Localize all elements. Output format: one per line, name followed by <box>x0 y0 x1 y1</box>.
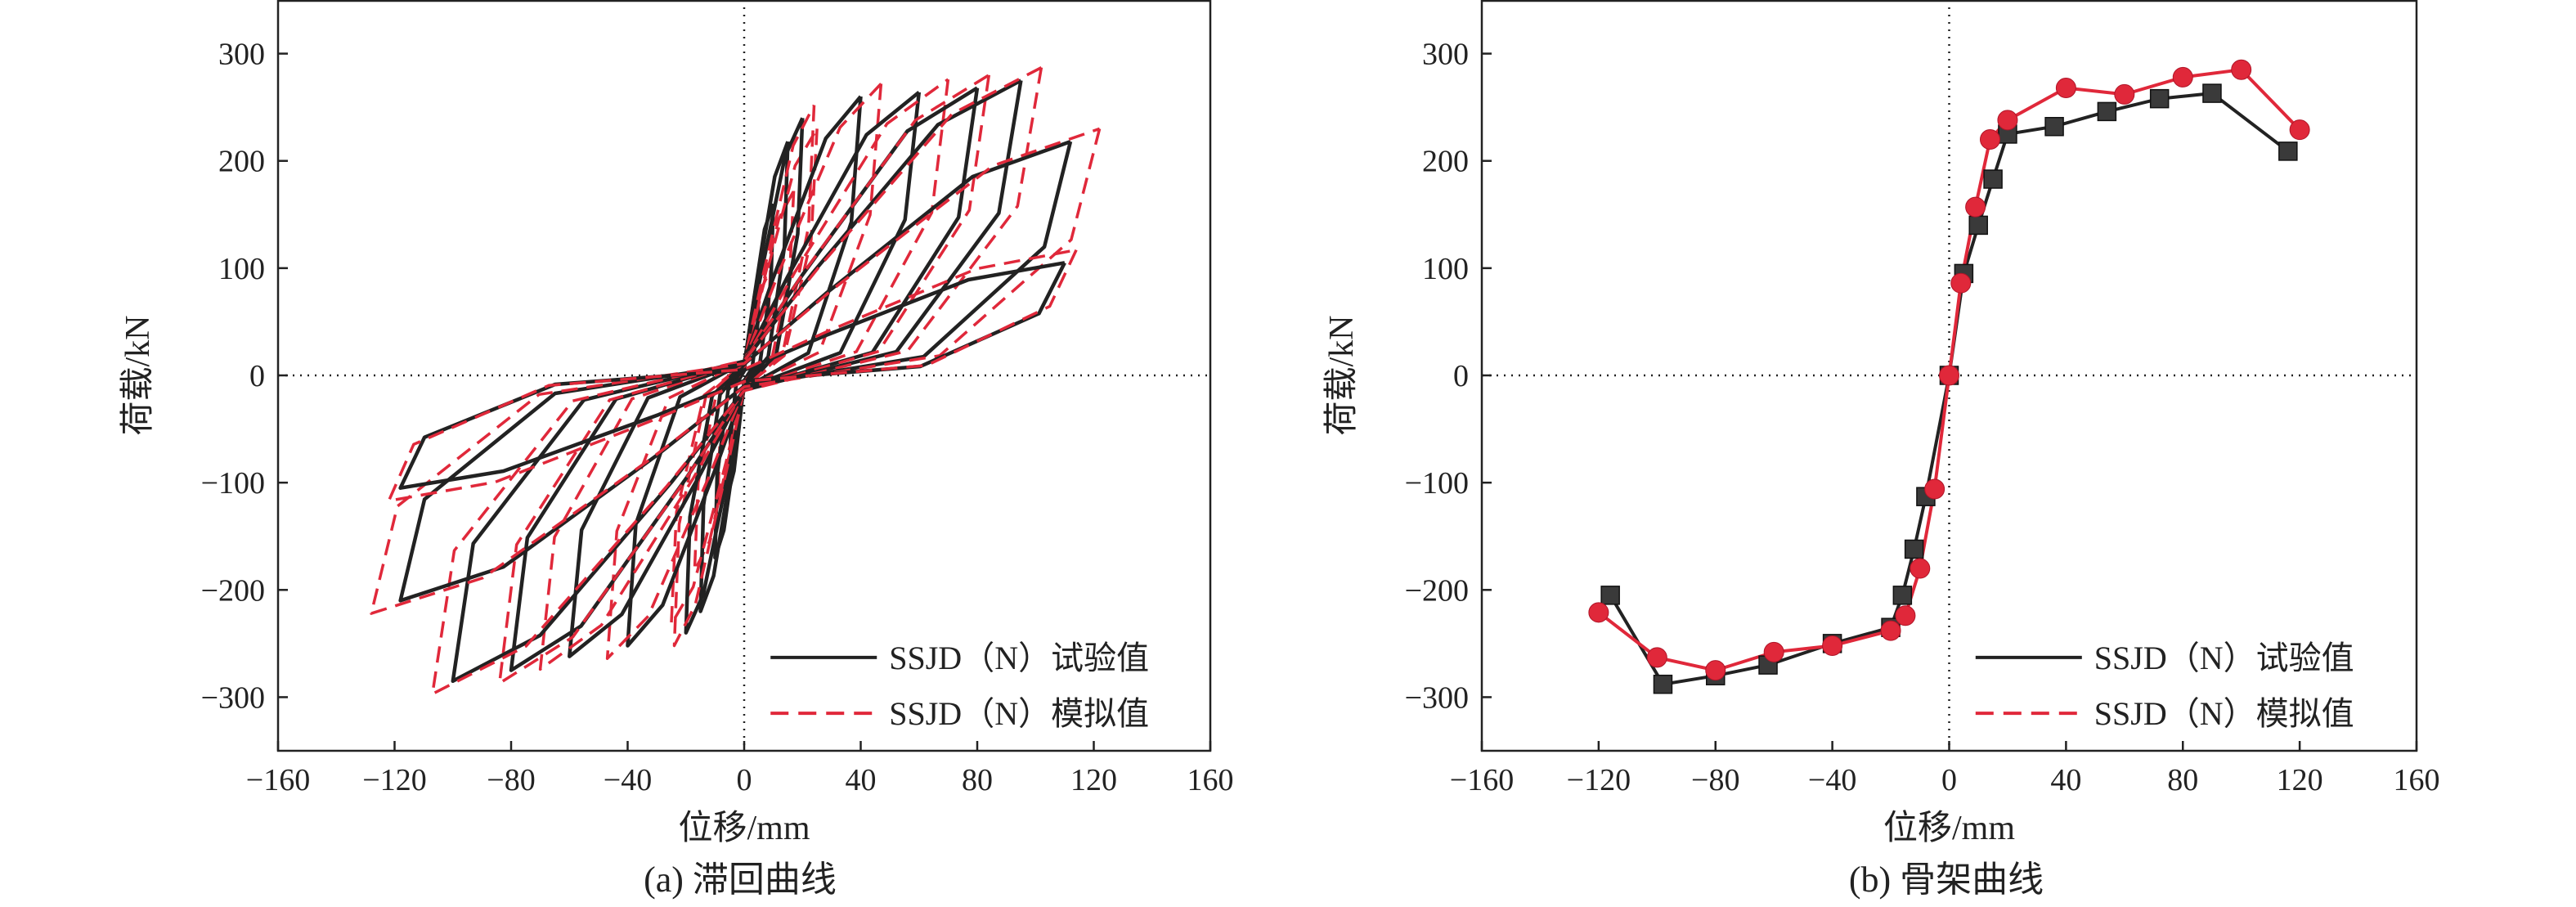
hysteresis-loop-sim <box>538 78 950 671</box>
x-tick-label: 80 <box>962 763 993 797</box>
data-point-sim <box>1880 620 1901 641</box>
data-point-test <box>2278 141 2298 161</box>
data-point-test <box>1983 169 2003 189</box>
data-point-sim <box>1646 647 1667 668</box>
y-tick-label: 0 <box>1453 359 1469 393</box>
y-tick-label: −100 <box>201 466 265 501</box>
data-point-sim <box>2231 59 2252 80</box>
hysteresis-loop-sim <box>605 83 883 660</box>
y-tick-label: 300 <box>1422 38 1469 72</box>
data-point-test <box>2097 101 2117 122</box>
hysteresis-chart: −160 −120 −80 −40 0 40 80 120 160 −300 −200 −100 0 10… <box>119 0 1234 847</box>
y-tick-label: 200 <box>218 145 265 179</box>
data-point-test <box>2202 83 2222 103</box>
hysteresis-loop-test <box>626 95 863 648</box>
data-point-sim <box>1895 605 1916 626</box>
legend-label-test: SSJD（N）试验值 <box>889 640 1149 676</box>
y-tick-label: 100 <box>1422 252 1469 286</box>
x-tick-label: 160 <box>2394 763 2440 797</box>
y-tick-label: 0 <box>249 359 265 393</box>
x-tick-label: −80 <box>1691 763 1739 797</box>
hysteresis-loop-sim <box>672 104 816 648</box>
y-tick-label: −200 <box>1405 573 1469 608</box>
x-tick-label: 40 <box>2050 763 2081 797</box>
data-point-sim <box>2172 66 2193 88</box>
skeleton-chart: −160 −120 −80 −40 0 40 80 120 160 −300 −200 −100 0 10… <box>1323 0 2440 847</box>
x-axis-title: 位移/mm <box>1883 809 2015 847</box>
series-line-test <box>1609 92 2290 686</box>
hysteresis-loop-test <box>568 91 922 658</box>
x-tick-label: 120 <box>1070 763 1117 797</box>
x-tick-label: 40 <box>846 763 877 797</box>
caption-b: (b) 骨架曲线 <box>1849 860 2044 900</box>
x-tick-label: −160 <box>246 763 310 797</box>
x-tick-label: 0 <box>737 763 752 797</box>
x-tick-label: −160 <box>1450 763 1514 797</box>
data-point-test <box>1892 586 1913 605</box>
y-tick-label: −200 <box>201 573 265 608</box>
y-tick-label: 300 <box>218 38 265 72</box>
y-axis-title: 荷载/kN <box>1323 315 1361 435</box>
x-tick-label: 120 <box>2277 763 2323 797</box>
x-tick-label: −80 <box>487 763 535 797</box>
data-point-sim <box>2114 83 2135 105</box>
data-point-sim <box>1763 641 1784 662</box>
y-tick-label: −300 <box>1405 680 1469 715</box>
x-tick-label: −120 <box>1567 763 1631 797</box>
hysteresis-loop-test <box>698 141 790 613</box>
hysteresis-loop-sim <box>431 66 1043 696</box>
hysteresis-curves <box>370 66 1102 696</box>
data-point-sim <box>1822 635 1843 656</box>
hysteresis-loop-sim <box>387 248 1078 503</box>
y-tick-label: −100 <box>1405 466 1469 501</box>
x-tick-label: −120 <box>362 763 426 797</box>
x-tick-label: 0 <box>1941 763 1957 797</box>
y-tick-label: 200 <box>1422 145 1469 179</box>
data-point-sim <box>1997 110 2018 131</box>
data-point-test <box>1904 539 1924 559</box>
x-axis-title: 位移/mm <box>678 809 810 847</box>
data-point-sim <box>1924 478 1945 500</box>
caption-a: (a) 滞回曲线 <box>644 860 837 900</box>
data-point-test <box>1600 586 1620 605</box>
x-tick-label: 80 <box>2167 763 2198 797</box>
data-point-sim <box>2055 78 2076 99</box>
legend-label-test: SSJD（N）试验值 <box>2094 640 2354 676</box>
data-point-sim <box>1910 558 1931 579</box>
y-tick-label: −300 <box>201 680 265 715</box>
data-point-test <box>1968 215 1988 236</box>
hysteresis-loop-sim <box>370 127 1102 615</box>
data-point-sim <box>1705 660 1726 681</box>
x-tick-label: −40 <box>1808 763 1856 797</box>
x-tick-label: −40 <box>604 763 652 797</box>
y-tick-label: 100 <box>218 252 265 286</box>
data-point-sim <box>1939 365 1959 386</box>
data-point-test <box>1653 674 1673 694</box>
hysteresis-loop-sim <box>670 128 819 626</box>
data-point-sim <box>2289 119 2310 141</box>
data-point-sim <box>1588 602 1609 623</box>
legend-label-sim: SSJD（N）模拟值 <box>2094 695 2354 732</box>
data-point-sim <box>1965 196 1986 218</box>
data-point-test <box>2044 116 2064 137</box>
y-axis-title: 荷载/kN <box>119 315 157 435</box>
x-tick-label: 160 <box>1187 763 1234 797</box>
data-point-test <box>2149 88 2170 109</box>
data-point-sim <box>1980 128 2001 150</box>
data-point-sim <box>1950 272 1972 294</box>
legend-label-sim: SSJD（N）模拟值 <box>889 695 1149 732</box>
